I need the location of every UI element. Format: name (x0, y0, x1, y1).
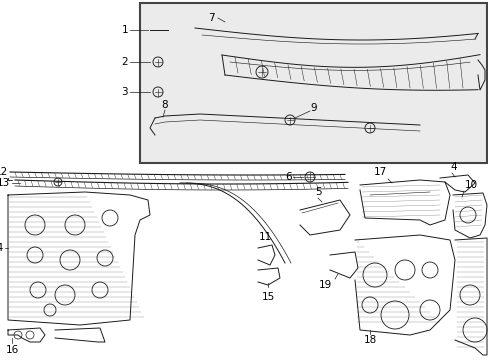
Text: 6: 6 (285, 172, 291, 182)
Text: 4: 4 (449, 162, 456, 172)
Text: 2: 2 (121, 57, 128, 67)
Text: 16: 16 (5, 345, 19, 355)
Text: 11: 11 (258, 232, 271, 242)
Text: 7: 7 (207, 13, 214, 23)
Bar (140, 3, 486, 163)
Text: 10: 10 (464, 180, 477, 190)
Text: 1: 1 (121, 25, 128, 35)
Text: 5: 5 (314, 187, 321, 197)
Text: 9: 9 (309, 103, 316, 113)
Text: 15: 15 (261, 292, 274, 302)
Text: 3: 3 (121, 87, 128, 97)
Text: 18: 18 (363, 335, 376, 345)
Text: 8: 8 (162, 100, 168, 110)
Text: 12: 12 (0, 167, 8, 177)
Text: 14: 14 (0, 243, 4, 253)
Text: 19: 19 (318, 280, 331, 290)
Text: 17: 17 (373, 167, 386, 177)
Text: 13: 13 (0, 178, 10, 188)
